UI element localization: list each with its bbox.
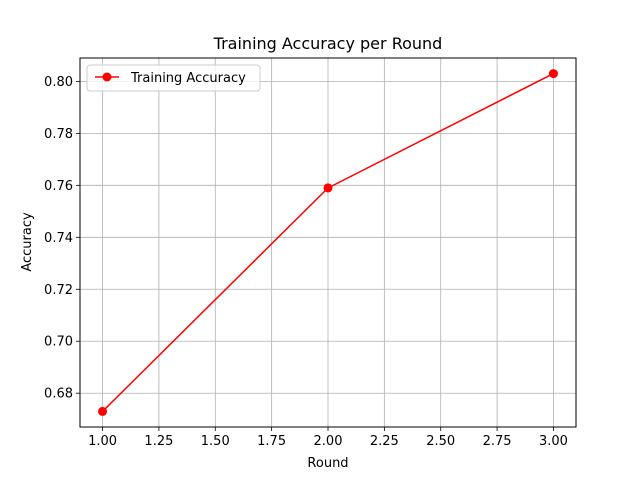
- legend-marker-swatch: [102, 72, 112, 82]
- data-point: [98, 406, 108, 416]
- x-tick-label: 2.50: [426, 434, 455, 449]
- data-point: [548, 69, 558, 79]
- y-tick-label: 0.74: [44, 231, 73, 246]
- x-tick-label: 2.25: [370, 434, 399, 449]
- x-tick-label: 1.75: [257, 434, 286, 449]
- grid-lines: [80, 58, 576, 427]
- x-axis-label: Round: [307, 456, 348, 471]
- axis-ticks: 1.00 1.25 1.50 1.75 2.00 2.25 2.50 2.75 3.00 0.68…: [44, 75, 568, 449]
- y-tick-label: 0.68: [44, 387, 73, 402]
- x-tick-label: 1.25: [144, 434, 173, 449]
- legend-label: Training Accuracy: [130, 71, 246, 86]
- y-tick-label: 0.78: [44, 127, 73, 142]
- x-tick-label: 1.50: [201, 434, 230, 449]
- y-tick-label: 0.72: [44, 283, 73, 298]
- y-tick-label: 0.70: [44, 335, 73, 350]
- y-axis-label: Accuracy: [20, 212, 35, 272]
- y-tick-label: 0.76: [44, 179, 73, 194]
- series-layer: [98, 69, 558, 416]
- legend: Training Accuracy: [86, 64, 261, 92]
- legend-box: [86, 64, 261, 92]
- x-tick-label: 2.00: [314, 434, 343, 449]
- chart-title: Training Accuracy per Round: [213, 34, 443, 53]
- x-tick-label: 1.00: [88, 434, 117, 449]
- x-tick-label: 3.00: [539, 434, 568, 449]
- x-tick-label: 2.75: [483, 434, 512, 449]
- y-tick-label: 0.80: [44, 75, 73, 90]
- data-point: [323, 183, 333, 193]
